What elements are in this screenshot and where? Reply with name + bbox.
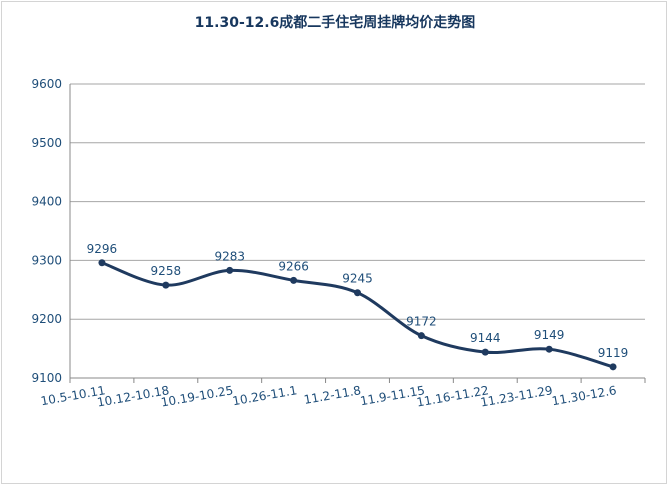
x-tick-label: 10.19-10.25 [160,383,234,409]
data-label: 9172 [406,315,437,329]
data-point [98,259,106,267]
data-point [609,363,617,371]
data-label: 9258 [151,264,182,278]
data-point [545,345,553,353]
data-point [354,289,361,297]
x-tick-label: 11.2-11.8 [303,383,362,407]
chart-title: 11.30-12.6成都二手住宅周挂牌均价走势图 [194,15,476,31]
data-point [226,266,234,274]
x-tick-label: 11.23-11.29 [479,383,553,409]
data-label: 9283 [214,249,245,263]
x-tick-label: 11.30-12.6 [551,383,618,408]
y-tick-label: 9500 [31,136,62,150]
data-point [290,276,298,284]
data-point [162,281,170,289]
y-tick-label: 9300 [31,253,62,267]
data-label: 9119 [598,346,629,360]
data-point [481,348,489,356]
data-point [417,332,425,340]
y-tick-label: 9100 [31,371,62,385]
data-label: 9144 [470,331,501,345]
y-tick-label: 9200 [31,312,62,326]
y-tick-label: 9400 [31,195,62,209]
data-label: 9266 [278,259,309,273]
data-label: 9296 [87,242,118,256]
data-label: 9245 [342,272,373,286]
data-label: 9149 [534,328,565,342]
x-tick-label: 10.26-11.1 [231,383,298,408]
y-tick-label: 9600 [31,77,62,91]
